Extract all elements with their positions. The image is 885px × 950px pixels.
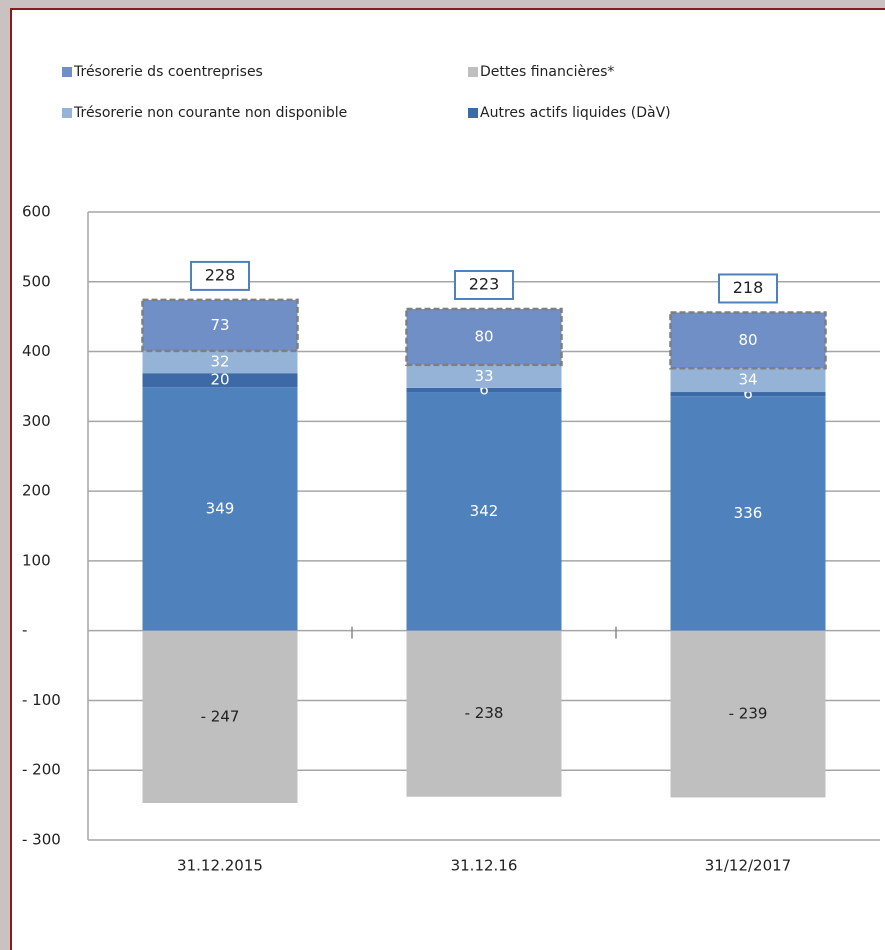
bar-segment	[669, 311, 827, 370]
bar-segment	[141, 298, 299, 353]
data-label: - 239	[729, 705, 768, 723]
y-tick-label: 500	[22, 272, 51, 290]
y-tick-label: -	[22, 621, 27, 639]
legend-label: Autres actifs liquides (DàV)	[480, 105, 671, 121]
bar-segment	[406, 630, 562, 797]
bar-segment	[142, 387, 298, 631]
bar-segment	[670, 392, 826, 397]
y-tick-label: 300	[22, 412, 51, 430]
y-tick-label: - 300	[22, 831, 61, 849]
y-tick-label: - 200	[22, 761, 61, 779]
total-box	[190, 260, 250, 291]
data-label: 80	[474, 327, 493, 345]
total-box	[718, 273, 778, 304]
data-label: 20	[210, 371, 229, 389]
bar-segment	[142, 373, 298, 388]
data-label: 73	[210, 316, 229, 334]
y-tick-label: 200	[22, 482, 51, 500]
bar-segment	[670, 630, 826, 798]
legend-label: Dettes financières*	[480, 64, 614, 80]
bar-segment	[670, 396, 826, 631]
total-label: 223	[469, 274, 500, 293]
bar-segment	[142, 350, 298, 374]
x-tick-label: 31.12.2015	[177, 857, 263, 875]
legend-swatch	[468, 67, 478, 77]
data-label: 80	[738, 331, 757, 349]
bar-segment	[406, 387, 562, 393]
y-tick-label: 100	[22, 551, 51, 569]
bar-segment	[406, 364, 562, 388]
y-tick-label: 600	[22, 203, 51, 221]
total-box	[454, 269, 514, 300]
data-label: 342	[470, 502, 499, 520]
bar-segment	[405, 307, 563, 367]
data-label: 34	[738, 371, 757, 389]
data-label: - 247	[201, 707, 240, 725]
legend-swatch	[62, 108, 72, 118]
y-tick-label: 400	[22, 342, 51, 360]
data-label: - 238	[465, 704, 504, 722]
bar-segment	[406, 392, 562, 631]
x-tick-label: 31.12.16	[451, 857, 518, 875]
legend-swatch	[62, 67, 72, 77]
legend-label: Trésorerie non courante non disponible	[73, 105, 347, 121]
data-label: 33	[474, 367, 493, 385]
bar-segment	[670, 368, 826, 393]
legend-swatch	[468, 108, 478, 118]
total-label: 228	[205, 265, 236, 284]
data-label: 336	[734, 504, 763, 522]
legend-label: Trésorerie ds coentreprises	[73, 64, 263, 80]
x-tick-label: 31/12/2017	[705, 857, 791, 875]
data-label: 6	[743, 385, 753, 403]
bar-segment	[142, 630, 298, 804]
data-label: 349	[206, 499, 235, 517]
data-label: 6	[479, 380, 489, 398]
y-tick-label: - 100	[22, 691, 61, 709]
data-label: 32	[210, 353, 229, 371]
total-label: 218	[733, 278, 764, 297]
